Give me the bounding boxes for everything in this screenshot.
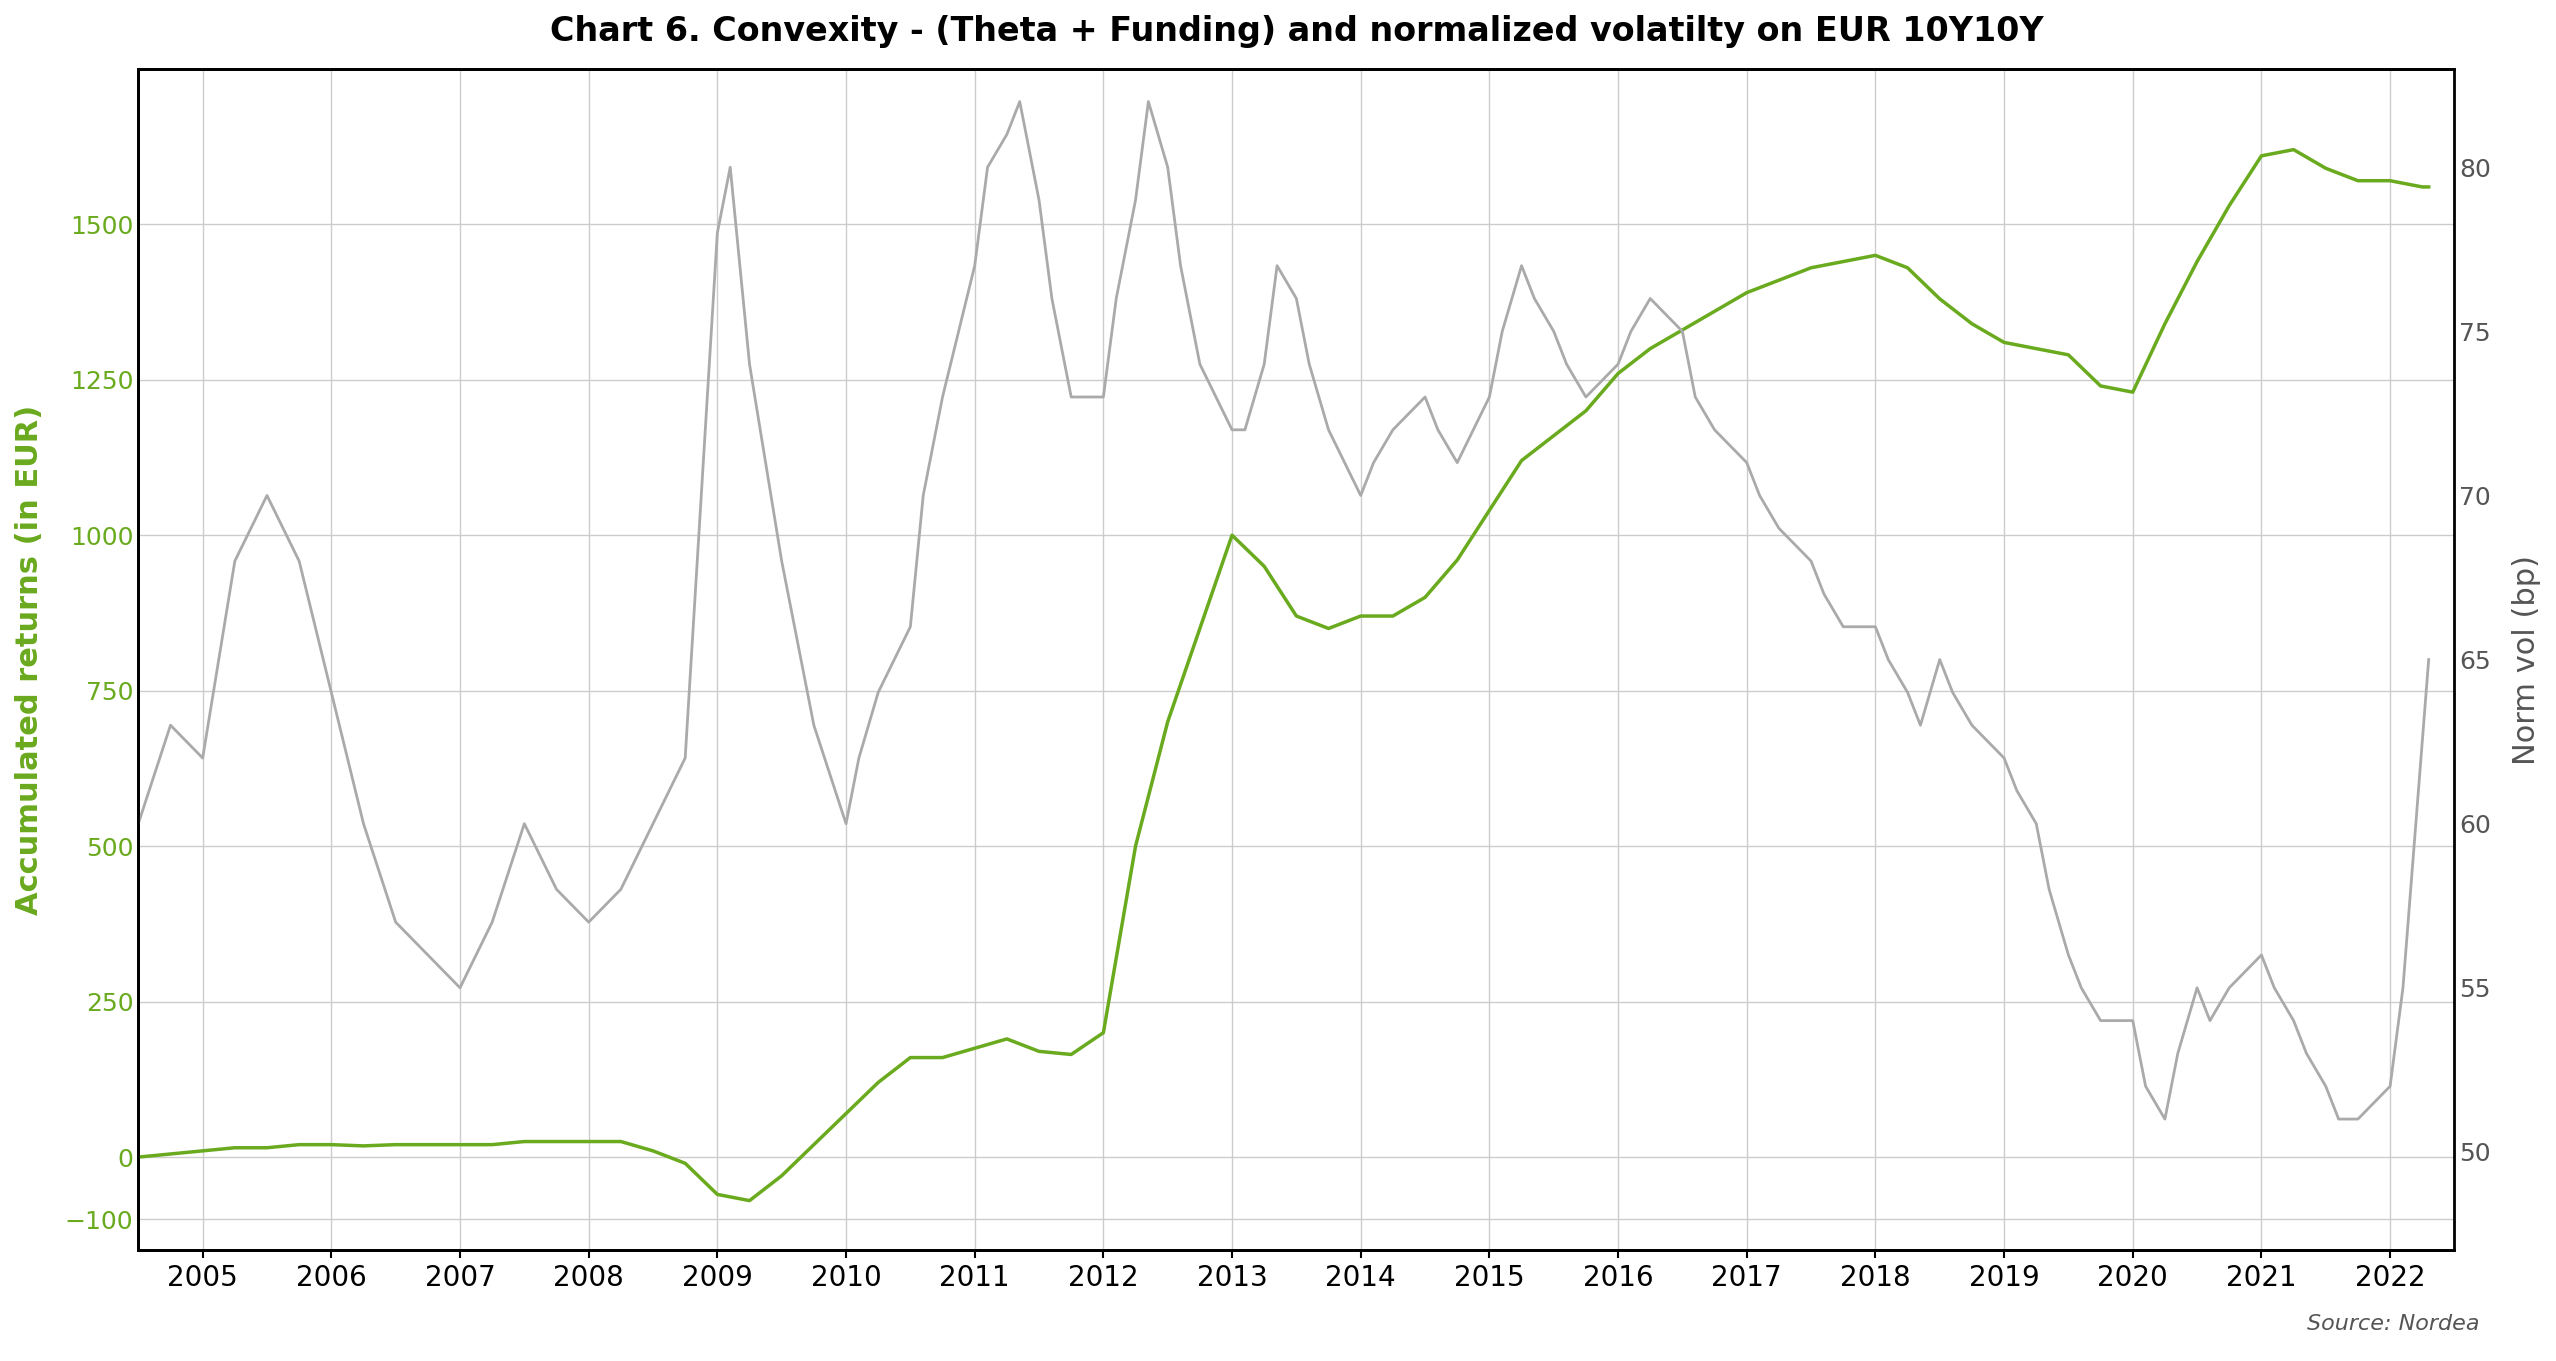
Text: Source: Nordea: Source: Nordea xyxy=(2308,1313,2479,1334)
Y-axis label: Accumulated returns (in EUR): Accumulated returns (in EUR) xyxy=(15,404,43,915)
Title: Chart 6. Convexity - (Theta + Funding) and normalized volatilty on EUR 10Y10Y: Chart 6. Convexity - (Theta + Funding) a… xyxy=(550,15,2042,48)
Y-axis label: Norm vol (bp): Norm vol (bp) xyxy=(2513,554,2541,765)
